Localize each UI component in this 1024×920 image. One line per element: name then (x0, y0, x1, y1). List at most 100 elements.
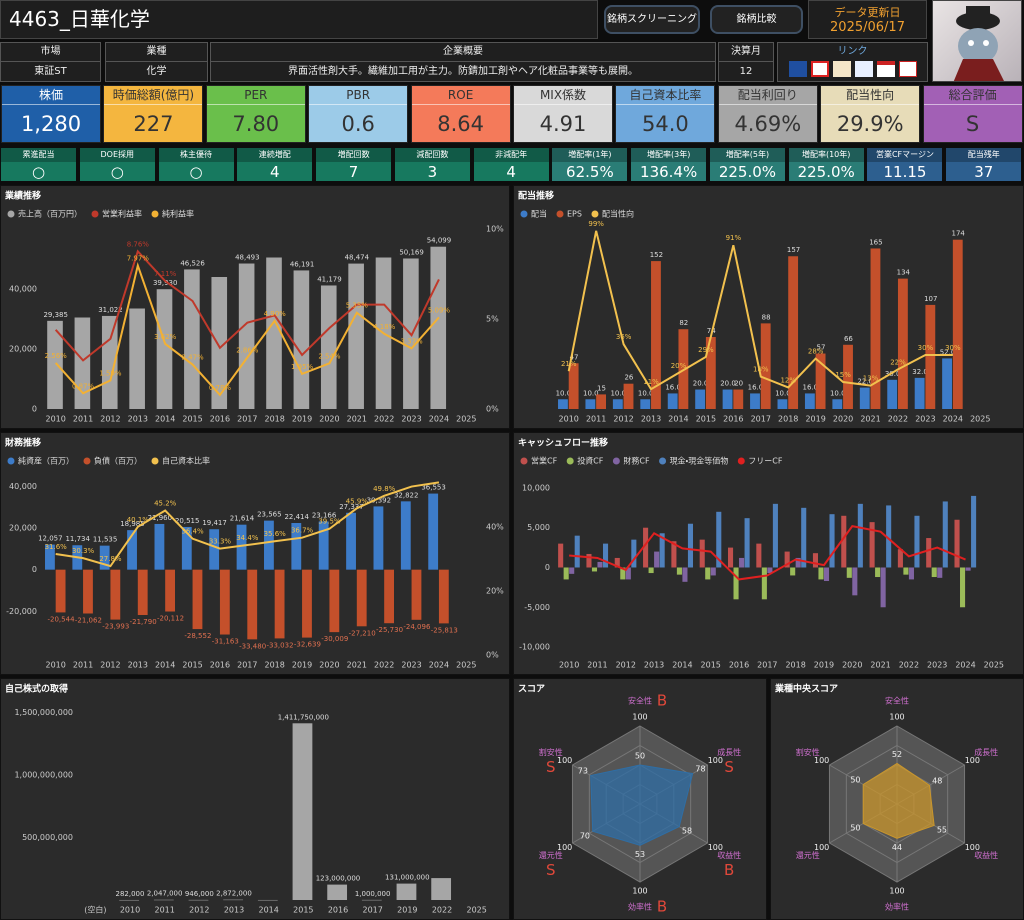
radar-grade: B (657, 898, 667, 916)
bar (695, 389, 706, 409)
indicator-label: 連続増配 (237, 148, 313, 162)
bar (643, 527, 649, 568)
bar (760, 323, 771, 409)
y-tick-label: 500,000,000 (22, 833, 73, 842)
legend-marker (83, 457, 91, 465)
bar (739, 557, 745, 568)
metric-card: 株価 1,280 (1, 85, 101, 143)
bar (620, 567, 626, 580)
metric-label: MIX係数 (514, 86, 612, 105)
bar (558, 543, 564, 568)
bar (784, 551, 790, 568)
x-tick-label: 2025 (456, 415, 476, 424)
bar (631, 539, 637, 568)
data-label: 99% (588, 220, 604, 228)
x-tick-label: 2011 (154, 906, 174, 915)
legend-marker (7, 210, 15, 218)
x-tick-label: 2012 (189, 906, 209, 915)
bar (361, 899, 382, 901)
legend-label: 負債（百万） (94, 456, 142, 466)
link-icon[interactable] (898, 61, 917, 77)
bar (293, 270, 310, 409)
y-tick-label: 20,000 (9, 345, 37, 354)
indicator-card: 非減配年 4 (472, 147, 550, 182)
indicator-card: 株主優待 ○ (157, 147, 235, 182)
chart-title: キャッシュフロー推移 (518, 437, 608, 449)
link-icon[interactable] (810, 61, 829, 77)
x-tick-label: 2016 (729, 661, 749, 670)
data-label: 34.4% (236, 534, 259, 542)
x-tick-label: 2012 (100, 415, 120, 424)
data-label: 57 (817, 344, 826, 352)
x-tick-label: 2022 (374, 661, 394, 670)
data-label: 91% (726, 234, 742, 242)
bar (274, 569, 285, 639)
bar (705, 567, 711, 580)
bar (815, 353, 826, 409)
screening-button[interactable]: 銘柄スクリーニング (604, 5, 700, 34)
legend-marker (91, 210, 99, 218)
data-label: 36% (616, 333, 632, 341)
indicator-card: 連続増配 4 (236, 147, 314, 182)
x-tick-label: 2011 (587, 661, 607, 670)
metric-label: ROE (411, 86, 510, 105)
data-label: 10.0 (638, 389, 654, 397)
indicator-value: 4 (506, 163, 516, 181)
radar-axis-label: 成長性 (717, 747, 741, 757)
data-label: 2,872,000 (216, 890, 252, 898)
data-label: 50,169 (399, 248, 424, 256)
info-value: 化学 (146, 66, 167, 77)
data-label: 30.3% (72, 547, 95, 555)
link-icon[interactable] (832, 61, 851, 77)
indicator-label: 営業CFマージン (867, 148, 943, 162)
indicator-value: 225.0% (797, 163, 855, 181)
bar (897, 549, 903, 568)
radar-grade: S (546, 861, 556, 879)
indicator-value: 7 (348, 163, 359, 181)
link-icon[interactable] (854, 61, 873, 77)
chart-title: 自己株式の取得 (5, 683, 68, 695)
bar (887, 379, 898, 409)
data-label: 165 (869, 238, 882, 246)
metric-card: 自己資本比率 54.0 (615, 85, 716, 143)
info-box: 企業概要 界面活性剤大手。繊維加工用が主力。防錆加工剤やヘア化粧品事業等も展開。 (210, 42, 716, 82)
x-tick-label: 2010 (559, 415, 579, 424)
data-label: 36.4% (181, 528, 204, 536)
data-label: -30,009 (321, 635, 348, 643)
link-icons (778, 61, 927, 77)
data-label: 12,057 (38, 535, 63, 543)
metric-card: 時価総額(億円) 227 (103, 85, 204, 143)
bar (733, 567, 739, 600)
radar-max: 100 (889, 887, 904, 896)
data-label: 41,179 (317, 275, 342, 283)
y-tick-label: 40,000 (9, 285, 37, 294)
data-label: 46,191 (290, 260, 315, 268)
bar (257, 899, 278, 901)
indicator-value: 4 (270, 163, 280, 181)
data-label: 47 (570, 353, 579, 361)
bar (156, 289, 173, 409)
data-label: 30% (918, 344, 934, 352)
x-tick-label: 2015 (182, 661, 202, 670)
links-label: リンク (837, 46, 868, 57)
radar-value: 50 (635, 752, 645, 761)
radar-max: 100 (557, 843, 572, 852)
bar (597, 561, 603, 568)
bar (356, 569, 367, 627)
link-icon[interactable] (876, 61, 895, 77)
radar-axis-label: 安全性 (628, 696, 652, 706)
x-tick-label: 2020 (319, 415, 339, 424)
bar (654, 551, 660, 568)
data-label: 20 (734, 380, 743, 388)
metric-card: 総合評価 S (922, 85, 1023, 143)
metric-label: PBR (309, 86, 408, 105)
data-label: 29% (698, 346, 714, 354)
compare-button[interactable]: 銘柄比較 (710, 5, 803, 34)
chart-title: 配当推移 (518, 190, 554, 202)
bar (209, 529, 220, 570)
link-icon[interactable] (788, 61, 807, 77)
data-label: 31,022 (98, 306, 123, 314)
info-value: 12 (739, 66, 753, 77)
x-tick-label: 2021 (347, 661, 367, 670)
metric-label: 配当利回り (718, 86, 817, 105)
